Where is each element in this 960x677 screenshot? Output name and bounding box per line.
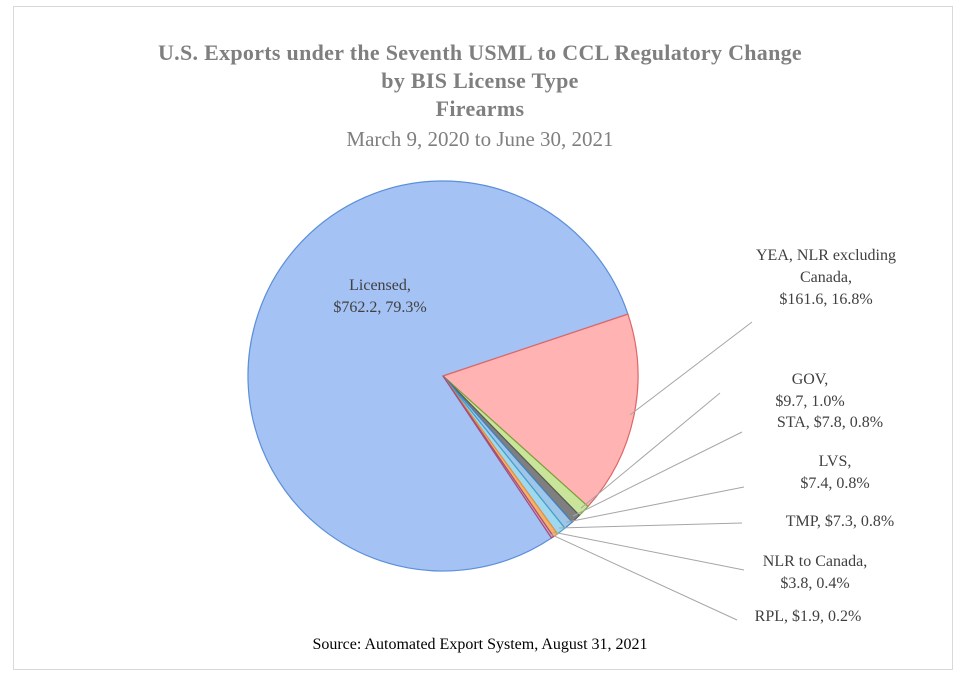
chart-source: Source: Automated Export System, August … bbox=[312, 636, 648, 653]
chart-title-line-3: Firearms bbox=[435, 96, 525, 121]
leader-line-tmp bbox=[558, 522, 743, 529]
pie-label-gov: GOV, $9.7, 1.0% bbox=[775, 371, 844, 410]
chart-title-line-1: U.S. Exports under the Seventh USML to C… bbox=[157, 40, 803, 65]
leader-line-gov bbox=[580, 392, 721, 509]
leader-line-sta bbox=[572, 431, 743, 517]
pie-label-rpl: RPL, $1.9, 0.2% bbox=[755, 608, 862, 625]
pie-label-nlr-to-canada: NLR to Canada, $3.8, 0.4% bbox=[763, 553, 867, 592]
pie-label-tmp: TMP, $7.3, 0.8% bbox=[786, 513, 894, 530]
chart-subtitle: March 9, 2020 to June 30, 2021 bbox=[346, 127, 614, 151]
pie-label-sta: STA, $7.8, 0.8% bbox=[777, 414, 883, 431]
leader-line-lvs bbox=[565, 486, 745, 523]
pie-slice-licensed bbox=[247, 180, 629, 572]
pie-label-lvs: LVS, $7.4, 0.8% bbox=[800, 453, 869, 492]
pie-slice-rpl bbox=[442, 375, 555, 539]
leader-line-nlr-to-canada bbox=[553, 531, 745, 571]
leader-line-rpl bbox=[550, 533, 738, 621]
pie-slice-yea-nlr-excluding-canada bbox=[441, 313, 639, 508]
pie-label-yea-nlr-excluding-canada: YEA, NLR excluding Canada, $161.6, 16.8% bbox=[756, 247, 896, 308]
pie-label-licensed: Licensed, $762.2, 79.3% bbox=[333, 277, 426, 316]
leader-line-yea-nlr-excluding-canada bbox=[629, 321, 753, 416]
chart-title-line-2: by BIS License Type bbox=[381, 68, 579, 93]
